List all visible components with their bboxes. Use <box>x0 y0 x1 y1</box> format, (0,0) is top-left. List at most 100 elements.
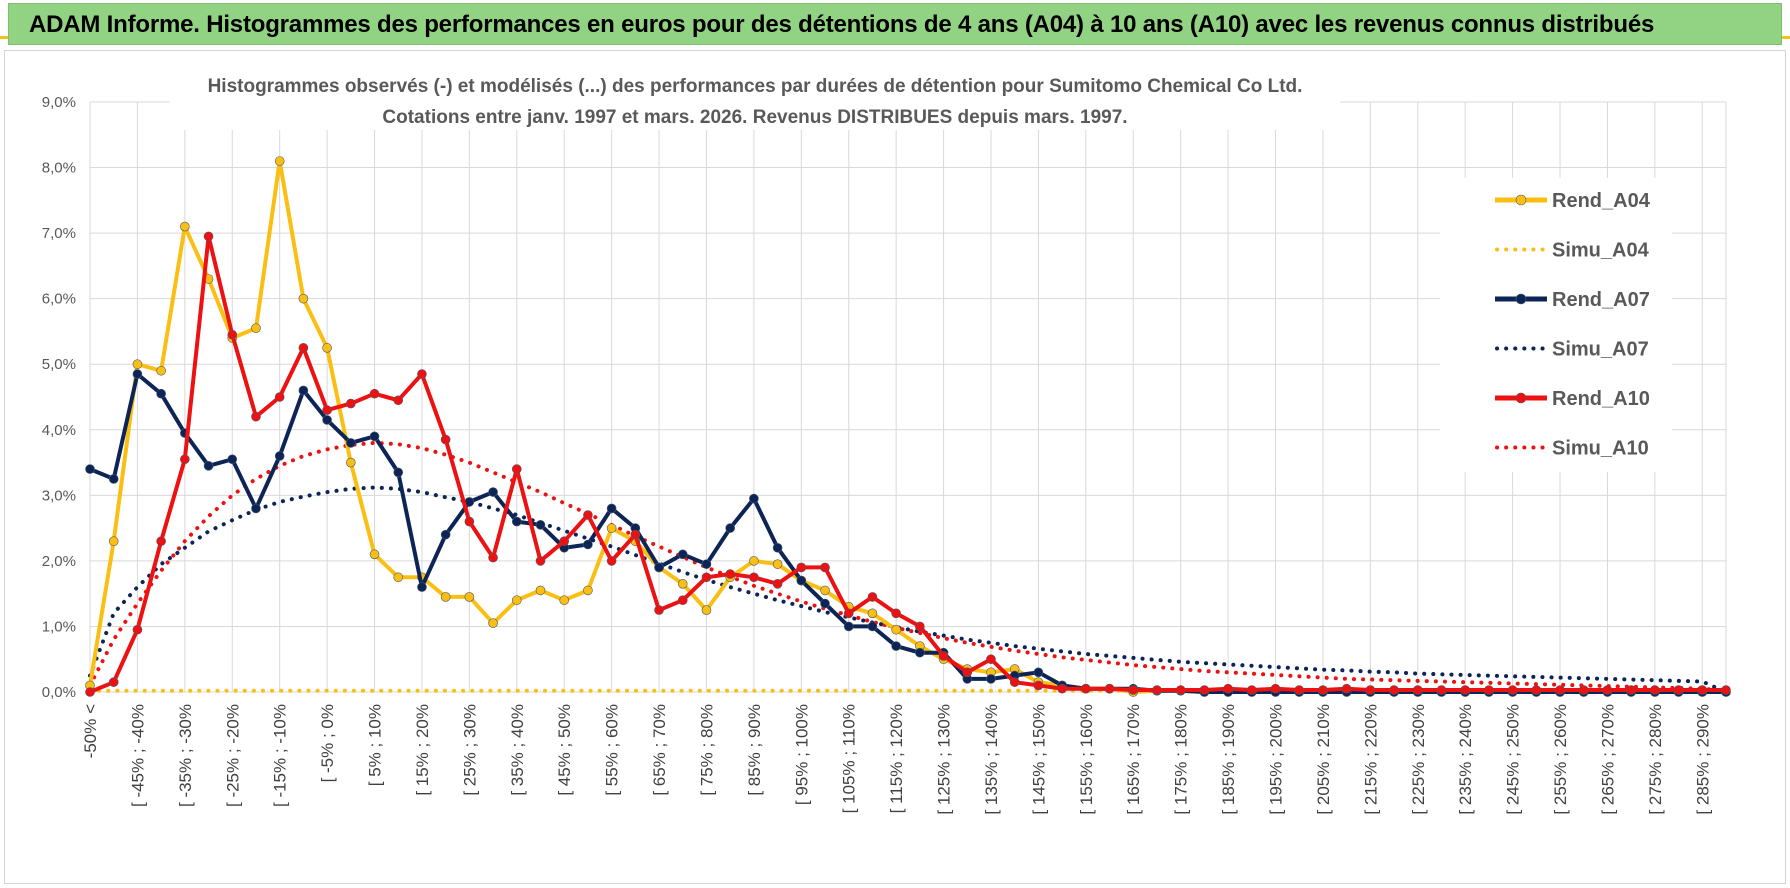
data-point <box>511 595 522 606</box>
legend-label: Rend_A07 <box>1552 289 1650 311</box>
data-point <box>583 585 593 596</box>
legend-item: Simu_A04 <box>1495 240 1650 262</box>
chart-title-backdrop <box>170 68 1340 130</box>
data-point <box>369 388 380 399</box>
data-point <box>85 464 95 474</box>
data-point <box>132 359 143 370</box>
series-rend-a10 <box>85 231 1731 697</box>
data-point <box>298 293 309 304</box>
legend-item: Simu_A07 <box>1495 339 1649 361</box>
data-point <box>108 536 119 547</box>
x-tick-label: -50% < <box>81 704 100 758</box>
data-point <box>1199 685 1210 695</box>
data-point <box>251 323 261 333</box>
data-point <box>156 388 166 399</box>
data-point <box>227 454 238 465</box>
data-point <box>369 549 380 560</box>
data-point <box>891 608 901 619</box>
data-point <box>1412 685 1423 695</box>
data-point <box>843 621 854 632</box>
data-point <box>772 579 783 589</box>
data-point <box>606 523 617 533</box>
corner-mark-left <box>0 36 8 39</box>
corner-mark-right <box>1782 36 1790 39</box>
data-point <box>867 608 878 619</box>
x-tick-label: [ 255% ; 260% <box>1551 704 1570 815</box>
legend-backdrop <box>1440 178 1672 472</box>
data-point <box>654 562 664 573</box>
legend-item: Rend_A04 <box>1495 190 1651 212</box>
data-point <box>417 369 427 379</box>
data-point <box>938 651 949 661</box>
legend-label: Rend_A10 <box>1552 388 1650 410</box>
y-tick-label: 2,0% <box>42 553 76 570</box>
data-point <box>180 454 190 465</box>
y-tick-label: 6,0% <box>42 291 76 308</box>
data-point <box>701 559 712 569</box>
chart-legend: Rend_A04 Simu_A04 Rend_A07 Simu_A07 Rend_A10… <box>1440 178 1672 472</box>
data-point <box>440 434 451 445</box>
data-point <box>1294 685 1305 695</box>
data-point <box>891 641 901 651</box>
data-point <box>606 503 617 514</box>
legend-item: Rend_A10 <box>1495 388 1650 410</box>
data-point <box>1341 683 1352 694</box>
x-tick-label: [ 145% ; 150% <box>1029 704 1048 815</box>
data-point <box>1057 683 1067 694</box>
x-tick-label: [ 175% ; 180% <box>1172 704 1191 815</box>
x-tick-label: [ 95% ; 100% <box>792 704 811 805</box>
x-tick-label: [ 155% ; 160% <box>1077 704 1096 815</box>
data-point <box>843 608 854 619</box>
data-point <box>915 647 925 658</box>
x-tick-label: [ -15% ; -10% <box>271 704 290 807</box>
data-point <box>132 624 143 635</box>
legend-label: Simu_A04 <box>1552 240 1650 262</box>
x-tick-label: [ 65% ; 70% <box>650 704 669 796</box>
x-tick-label: [ -5% ; 0% <box>318 704 337 782</box>
data-point <box>1009 677 1020 687</box>
legend-item: Simu_A10 <box>1495 438 1649 460</box>
data-point <box>156 365 166 376</box>
data-point <box>1389 685 1399 695</box>
data-point <box>393 572 404 583</box>
data-point <box>772 542 783 553</box>
report-banner: ADAM Informe. Histogrammes des performan… <box>8 3 1782 45</box>
data-point <box>1175 685 1186 695</box>
data-point <box>867 592 878 602</box>
x-tick-label: [ 125% ; 130% <box>935 704 954 815</box>
y-axis-ticks: 0,0% 1,0% 2,0% 3,0% 4,0% 5,0% 6,0% 7,0% 8,0% 9,0% <box>42 94 76 701</box>
x-tick-label: [ 55% ; 60% <box>603 704 622 796</box>
data-point <box>725 569 735 579</box>
legend-label: Simu_A10 <box>1552 438 1649 460</box>
data-point <box>298 343 309 353</box>
data-point <box>1673 685 1684 695</box>
series-simu-a10 <box>88 440 1728 693</box>
data-point <box>677 595 688 606</box>
y-tick-label: 0,0% <box>42 684 76 701</box>
data-point <box>464 592 475 602</box>
chart-title-line2: Cotations entre janv. 1997 et mars. 2026… <box>382 107 1127 128</box>
chart-title: Histogrammes observés (-) et modélisés (… <box>170 68 1340 130</box>
data-point <box>417 582 427 592</box>
y-tick-label: 3,0% <box>42 487 76 504</box>
legend-label: Rend_A04 <box>1552 190 1651 212</box>
legend-marker <box>1515 392 1527 404</box>
data-point <box>369 431 380 442</box>
data-point <box>108 474 119 484</box>
series-lines <box>85 156 1731 697</box>
data-point <box>1365 685 1376 695</box>
data-point <box>156 536 166 547</box>
report-title: ADAM Informe. Histogrammes des performan… <box>29 11 1655 38</box>
data-point <box>1578 685 1589 695</box>
x-tick-label: [ -45% ; -40% <box>128 704 147 807</box>
data-point <box>1484 685 1494 695</box>
x-tick-label: [ 85% ; 90% <box>745 704 764 796</box>
data-point <box>1531 685 1542 695</box>
x-tick-label: [ 135% ; 140% <box>982 704 1001 815</box>
x-tick-label: [ 275% ; 280% <box>1646 704 1665 815</box>
x-tick-label: [ 195% ; 200% <box>1267 704 1286 815</box>
x-tick-label: [ 115% ; 120% <box>887 704 906 813</box>
data-point <box>915 621 925 632</box>
data-point <box>725 523 735 533</box>
